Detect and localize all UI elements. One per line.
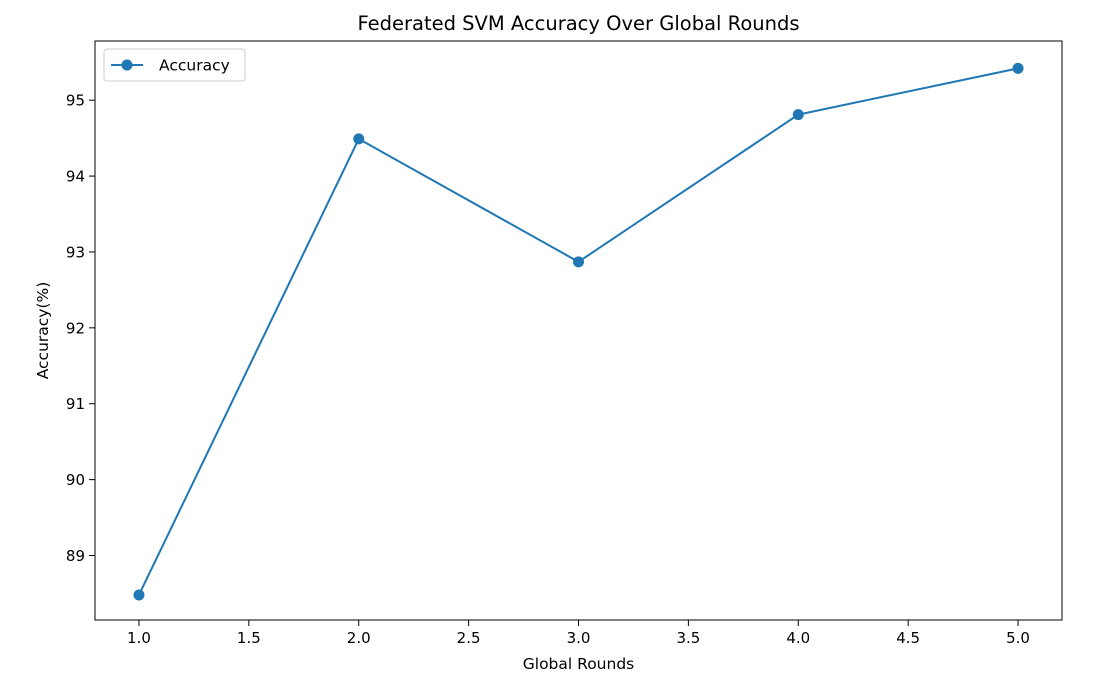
- x-tick-label: 4.0: [786, 629, 810, 647]
- y-tick-label: 95: [66, 92, 85, 110]
- y-tick-label: 94: [66, 168, 85, 186]
- data-point: [792, 109, 804, 121]
- data-point: [353, 133, 365, 145]
- x-tick-label: 2.5: [457, 629, 481, 647]
- x-tick-label: 3.0: [567, 629, 591, 647]
- y-tick-label: 93: [66, 243, 85, 261]
- x-axis-ticks: 1.0 1.5 2.0 2.5 3.0 3.5 4.0 4.5 5.0: [127, 620, 1030, 647]
- x-tick-label: 5.0: [1006, 629, 1030, 647]
- plot-area-frame: [94, 40, 1063, 621]
- x-axis-label: Global Rounds: [523, 655, 635, 673]
- y-axis-ticks: 89 90 91 92 93 94 95: [66, 92, 95, 565]
- legend: Accuracy: [103, 48, 246, 82]
- series-line: [138, 67, 1019, 596]
- x-tick-label: 2.0: [347, 629, 371, 647]
- y-tick-label: 90: [66, 471, 85, 489]
- x-tick-label: 1.5: [237, 629, 261, 647]
- data-point: [1012, 62, 1024, 74]
- legend-box: [103, 48, 246, 82]
- chart-title: Federated SVM Accuracy Over Global Round…: [357, 12, 799, 35]
- x-tick-label: 1.0: [127, 629, 151, 647]
- y-axis-label: Accuracy(%): [34, 282, 52, 380]
- series-layer: [133, 62, 1024, 601]
- y-tick-label: 92: [66, 319, 85, 337]
- data-point: [133, 589, 145, 601]
- x-tick-label: 4.5: [896, 629, 920, 647]
- legend-entry-label: Accuracy: [159, 57, 230, 75]
- data-point: [573, 256, 584, 268]
- x-tick-label: 3.5: [676, 629, 700, 647]
- legend-marker-swatch: [121, 59, 133, 71]
- y-tick-label: 89: [66, 547, 85, 565]
- y-tick-label: 91: [66, 395, 85, 413]
